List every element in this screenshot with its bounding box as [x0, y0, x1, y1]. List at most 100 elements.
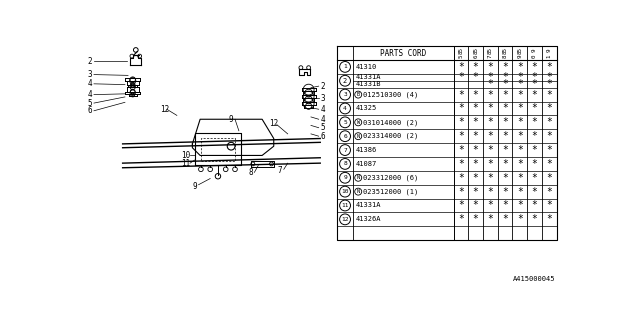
Text: 9: 9: [532, 49, 537, 52]
Text: 012510300 (4): 012510300 (4): [363, 91, 418, 98]
Text: *: *: [488, 103, 493, 114]
Text: *: *: [502, 72, 508, 82]
Text: *: *: [547, 72, 552, 82]
Text: *: *: [532, 187, 538, 196]
Text: *: *: [517, 214, 523, 224]
Text: *: *: [547, 117, 552, 127]
Text: 85: 85: [488, 47, 493, 54]
Text: 023312000 (6): 023312000 (6): [363, 174, 418, 181]
Text: *: *: [532, 159, 538, 169]
Text: 41331A: 41331A: [356, 74, 381, 80]
Text: 5: 5: [343, 120, 347, 125]
Text: 41087: 41087: [356, 161, 377, 167]
Text: N: N: [356, 134, 360, 139]
Text: *: *: [532, 201, 538, 211]
Text: *: *: [488, 62, 493, 72]
Text: *: *: [547, 131, 552, 141]
Text: *: *: [473, 145, 479, 155]
Text: *: *: [547, 79, 552, 89]
Text: 9: 9: [229, 115, 234, 124]
Text: 8: 8: [502, 54, 508, 58]
Text: 85: 85: [458, 47, 463, 54]
Text: *: *: [473, 117, 479, 127]
Text: *: *: [517, 173, 523, 183]
Text: 7: 7: [278, 166, 282, 175]
Text: 6: 6: [473, 54, 478, 58]
Text: *: *: [458, 173, 464, 183]
Text: 5: 5: [320, 123, 325, 132]
Text: *: *: [488, 214, 493, 224]
Text: *: *: [458, 72, 464, 82]
Text: 85: 85: [502, 47, 508, 54]
Text: *: *: [458, 131, 464, 141]
Text: 85: 85: [473, 47, 478, 54]
Text: *: *: [502, 173, 508, 183]
Text: *: *: [532, 103, 538, 114]
Text: *: *: [517, 117, 523, 127]
Text: 9: 9: [193, 182, 197, 191]
Text: W: W: [356, 120, 360, 125]
Text: *: *: [502, 131, 508, 141]
Text: *: *: [458, 201, 464, 211]
Text: *: *: [517, 131, 523, 141]
Text: 023314000 (2): 023314000 (2): [363, 133, 418, 140]
Text: *: *: [458, 187, 464, 196]
Text: *: *: [547, 159, 552, 169]
Text: 4: 4: [320, 115, 325, 124]
Text: *: *: [473, 187, 479, 196]
Text: *: *: [547, 214, 552, 224]
Text: 10: 10: [341, 189, 349, 194]
Text: *: *: [517, 103, 523, 114]
Text: *: *: [473, 201, 479, 211]
Text: 3: 3: [88, 70, 92, 79]
Text: N: N: [356, 175, 360, 180]
Text: 8: 8: [248, 168, 253, 177]
Text: 4: 4: [88, 90, 92, 99]
Text: 11: 11: [180, 159, 190, 168]
Text: *: *: [517, 79, 523, 89]
Text: *: *: [517, 145, 523, 155]
Text: *: *: [517, 187, 523, 196]
Text: 8: 8: [343, 161, 347, 166]
Text: 4: 4: [88, 79, 92, 88]
Text: *: *: [502, 187, 508, 196]
Text: B: B: [356, 92, 360, 97]
Text: 1: 1: [547, 54, 552, 58]
Text: 4: 4: [343, 106, 347, 111]
Text: *: *: [532, 62, 538, 72]
Text: 85: 85: [517, 47, 522, 54]
Text: *: *: [502, 117, 508, 127]
Text: *: *: [473, 159, 479, 169]
Text: *: *: [502, 201, 508, 211]
Text: 7: 7: [343, 148, 347, 153]
Text: *: *: [458, 103, 464, 114]
Text: *: *: [517, 90, 523, 100]
Text: 6: 6: [320, 132, 325, 141]
Text: *: *: [517, 62, 523, 72]
Text: 41386: 41386: [356, 147, 377, 153]
Text: *: *: [547, 145, 552, 155]
Text: *: *: [488, 145, 493, 155]
Text: *: *: [488, 201, 493, 211]
Text: *: *: [488, 159, 493, 169]
Text: 5: 5: [458, 54, 463, 58]
Text: *: *: [502, 79, 508, 89]
Text: 9: 9: [517, 54, 522, 58]
Text: 3: 3: [320, 94, 325, 103]
Text: 0: 0: [532, 54, 537, 58]
Text: *: *: [517, 159, 523, 169]
Text: 10: 10: [180, 151, 190, 160]
Text: *: *: [488, 72, 493, 82]
Text: *: *: [532, 117, 538, 127]
Text: 41326A: 41326A: [356, 216, 381, 222]
Text: *: *: [473, 173, 479, 183]
Text: 41325: 41325: [356, 106, 377, 111]
Text: 41310: 41310: [356, 64, 377, 70]
Text: *: *: [532, 214, 538, 224]
Text: *: *: [488, 79, 493, 89]
Text: *: *: [547, 201, 552, 211]
Text: *: *: [458, 117, 464, 127]
Text: *: *: [502, 103, 508, 114]
Text: *: *: [517, 72, 523, 82]
Text: 9: 9: [547, 49, 552, 52]
